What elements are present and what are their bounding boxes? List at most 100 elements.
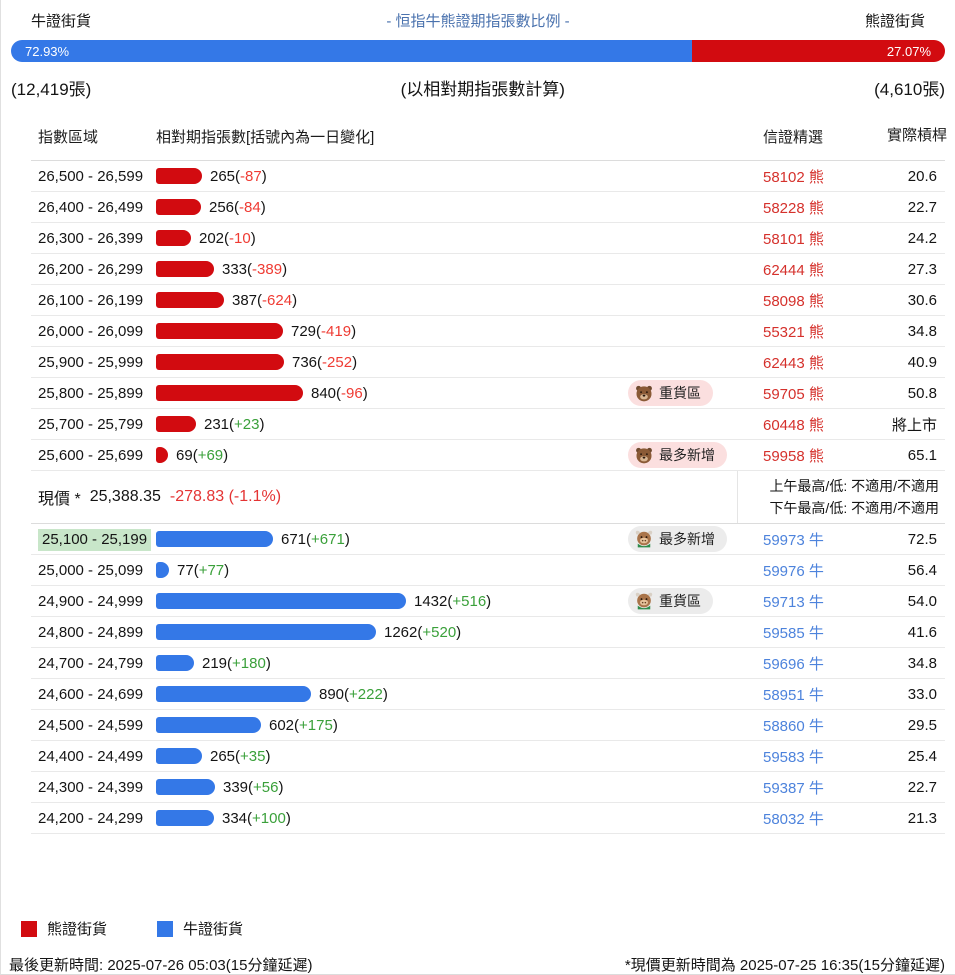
bull-zone-badge: 最多新增 bbox=[628, 525, 727, 552]
index-range-cell: 24,400 - 24,499 bbox=[31, 748, 156, 765]
index-range: 25,100 - 25,199 bbox=[38, 528, 152, 551]
leverage-value: 40.9 bbox=[907, 353, 937, 371]
legend-item-bear: 熊證街貨 bbox=[21, 918, 107, 939]
certificate-code-cell: 58951 牛 bbox=[743, 684, 843, 705]
index-range: 24,900 - 24,999 bbox=[38, 592, 144, 610]
index-range-cell: 26,200 - 26,299 bbox=[31, 261, 156, 278]
contracts-cell: 387(-624) bbox=[156, 292, 628, 309]
bear-zone-badge: 重貨區 bbox=[628, 379, 713, 406]
index-range: 24,500 - 24,599 bbox=[38, 716, 144, 734]
leverage-value: 33.0 bbox=[907, 685, 937, 703]
legend: 熊證街貨 牛證街貨 bbox=[21, 918, 955, 939]
badge-label: 重貨區 bbox=[659, 384, 701, 401]
certificate-code-link[interactable]: 58860 牛 bbox=[763, 717, 824, 735]
table-row: 24,900 - 24,999 1432(+516) 重貨區 59713 牛 5… bbox=[31, 586, 945, 617]
certificate-code-cell: 60448 熊 bbox=[743, 414, 843, 435]
contracts-cell: 736(-252) bbox=[156, 354, 628, 371]
certificate-code-link[interactable]: 55321 熊 bbox=[763, 323, 824, 341]
current-price-value: 25,388.35 bbox=[89, 488, 161, 505]
certificate-code-cell: 59705 熊 bbox=[743, 383, 843, 404]
certificate-code-link[interactable]: 59387 牛 bbox=[763, 779, 824, 797]
leverage-value: 25.4 bbox=[907, 747, 937, 765]
index-range-cell: 25,000 - 25,099 bbox=[31, 562, 156, 579]
bull-outstanding-label: 牛證街貨 bbox=[31, 13, 92, 30]
certificate-code-link[interactable]: 58228 熊 bbox=[763, 199, 824, 217]
contracts-cell: 729(-419) bbox=[156, 323, 628, 340]
contracts-bar bbox=[156, 593, 406, 609]
table-row: 24,300 - 24,399 339(+56) 59387 牛 22.7 bbox=[31, 772, 945, 803]
contracts-bar bbox=[156, 748, 202, 764]
bull-rows-section: 25,100 - 25,199 671(+671) 最多新增 59973 牛 7… bbox=[31, 524, 945, 834]
bull-icon bbox=[634, 591, 654, 611]
contracts-cell: 890(+222) bbox=[156, 686, 628, 703]
certificate-code-link[interactable]: 59958 熊 bbox=[763, 447, 824, 465]
certificate-code-link[interactable]: 58951 牛 bbox=[763, 686, 824, 704]
index-range: 26,200 - 26,299 bbox=[38, 260, 144, 278]
bull-bear-ratio-bar: 72.93% 27.07% bbox=[11, 40, 945, 62]
spacer bbox=[1, 834, 955, 918]
contracts-bar bbox=[156, 686, 311, 702]
certificate-code-cell: 59696 牛 bbox=[743, 653, 843, 674]
index-range: 26,000 - 26,099 bbox=[38, 322, 144, 340]
table-row: 25,100 - 25,199 671(+671) 最多新增 59973 牛 7… bbox=[31, 524, 945, 555]
contracts-value: 602(+175) bbox=[269, 716, 338, 734]
index-range: 24,300 - 24,399 bbox=[38, 778, 144, 796]
index-range-cell: 24,300 - 24,399 bbox=[31, 779, 156, 796]
certificate-code-link[interactable]: 58101 熊 bbox=[763, 230, 824, 248]
contracts-value: 256(-84) bbox=[209, 198, 266, 216]
contracts-value: 1262(+520) bbox=[384, 623, 462, 641]
badge-cell: 最多新增 bbox=[628, 525, 743, 553]
certificate-code-link[interactable]: 60448 熊 bbox=[763, 416, 824, 434]
contracts-value: 1432(+516) bbox=[414, 592, 492, 610]
session-high-low-panel: 上午最高/低: 不適用/不適用 下午最高/低: 不適用/不適用 bbox=[737, 471, 945, 523]
price-update-time: *現價更新時間為 2025-07-25 16:35(15分鐘延遲) bbox=[624, 957, 945, 974]
contracts-value: 69(+69) bbox=[176, 446, 229, 464]
index-range-cell: 24,700 - 24,799 bbox=[31, 655, 156, 672]
certificate-code-cell: 62443 熊 bbox=[743, 352, 843, 373]
contracts-bar bbox=[156, 562, 169, 578]
certificate-code-link[interactable]: 59583 牛 bbox=[763, 748, 824, 766]
contracts-value: 729(-419) bbox=[291, 322, 357, 340]
footer: 最後更新時間: 2025-07-26 05:03(15分鐘延遲) *現價更新時間… bbox=[9, 954, 945, 974]
index-range-cell: 26,300 - 26,399 bbox=[31, 230, 156, 247]
table-row: 25,800 - 25,899 840(-96) 重貨區 59705 熊 50.… bbox=[31, 378, 945, 409]
legend-item-bull: 牛證街貨 bbox=[157, 918, 243, 939]
certificate-code-link[interactable]: 59696 牛 bbox=[763, 655, 824, 673]
certificate-code-link[interactable]: 62444 熊 bbox=[763, 261, 824, 279]
certificate-code-link[interactable]: 58032 牛 bbox=[763, 810, 824, 828]
table-header-row: 指數區域 相對期指張數[括號內為一日變化] 信證精選 實際槓桿 bbox=[31, 112, 947, 161]
certificate-code-link[interactable]: 58098 熊 bbox=[763, 292, 824, 310]
index-range: 24,700 - 24,799 bbox=[38, 654, 144, 672]
certificate-code-cell: 59583 牛 bbox=[743, 746, 843, 767]
certificate-code-link[interactable]: 59705 熊 bbox=[763, 385, 824, 403]
certificate-code-link[interactable]: 59976 牛 bbox=[763, 562, 824, 580]
contracts-cell: 265(+35) bbox=[156, 748, 628, 765]
index-range: 26,300 - 26,399 bbox=[38, 229, 144, 247]
certificate-code-cell: 58098 熊 bbox=[743, 290, 843, 311]
contracts-cell: 202(-10) bbox=[156, 230, 628, 247]
leverage-value: 29.5 bbox=[907, 716, 937, 734]
contracts-value: 77(+77) bbox=[177, 561, 230, 579]
contracts-cell: 1262(+520) bbox=[156, 624, 628, 641]
certificate-code-link[interactable]: 58102 熊 bbox=[763, 168, 824, 186]
contracts-bar bbox=[156, 531, 273, 547]
bear-color-swatch bbox=[21, 920, 37, 937]
contracts-cell: 602(+175) bbox=[156, 717, 628, 734]
certificate-code-link[interactable]: 59585 牛 bbox=[763, 624, 824, 642]
bear-outstanding-label: 熊證街貨 bbox=[864, 13, 925, 30]
table-row: 25,700 - 25,799 231(+23) 60448 熊 將上市 bbox=[31, 409, 945, 440]
certificate-code-link[interactable]: 59973 牛 bbox=[763, 531, 824, 549]
index-range: 26,400 - 26,499 bbox=[38, 198, 144, 216]
contracts-bar bbox=[156, 655, 194, 671]
certificate-code-cell: 59387 牛 bbox=[743, 777, 843, 798]
pm-high-low: 下午最高/低: 不適用/不適用 bbox=[769, 500, 939, 516]
contracts-value: 219(+180) bbox=[202, 654, 271, 672]
certificate-code-link[interactable]: 62443 熊 bbox=[763, 354, 824, 372]
contracts-bar bbox=[156, 717, 261, 733]
badge-cell: 重貨區 bbox=[628, 379, 743, 407]
leverage-value: 21.3 bbox=[907, 809, 937, 827]
leverage-value: 24.2 bbox=[907, 229, 937, 247]
certificate-code-link[interactable]: 59713 牛 bbox=[763, 593, 824, 611]
contracts-value: 265(+35) bbox=[210, 747, 271, 765]
